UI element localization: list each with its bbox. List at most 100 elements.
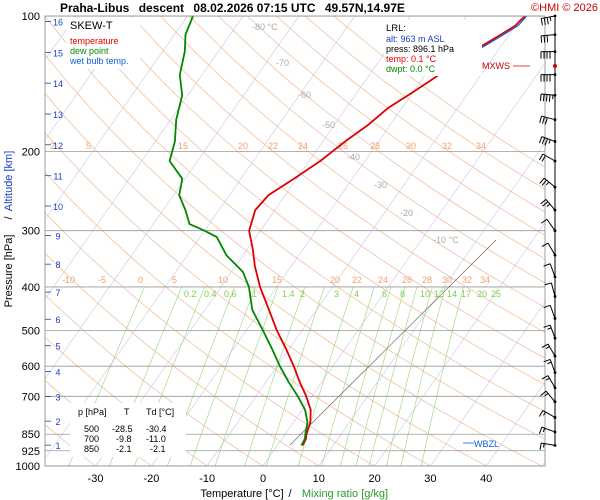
- wind-barb-dot: [553, 159, 557, 163]
- table-header-t: T: [124, 407, 130, 417]
- temperature-tick-label: 0: [260, 473, 266, 485]
- temperature-tick-label: 10: [313, 473, 325, 485]
- wind-barb-feather: [548, 94, 551, 102]
- mixing-ratio-label-400: 26: [402, 275, 412, 285]
- dry-adiabat: [160, 16, 545, 308]
- wind-barb-feather: [540, 18, 543, 26]
- isotherm: [318, 142, 545, 466]
- wind-barb-dot: [553, 140, 557, 143]
- wind-barb-dot: [553, 33, 557, 37]
- wind-barb-shaft: [546, 218, 556, 231]
- wind-barb-feather: [546, 35, 549, 43]
- isotherm: [45, 16, 300, 380]
- wind-barb-shaft: [542, 410, 556, 418]
- y-axis-title-altitude: Altitude [km]: [3, 151, 15, 212]
- wind-barb-shaft: [547, 343, 556, 357]
- mixing-ratio-label-green: 14: [447, 289, 457, 299]
- series-dew-point: [168, 16, 309, 446]
- legend-temperature: temperature: [70, 36, 119, 46]
- mixing-ratio-label-400: 0: [138, 275, 143, 285]
- wind-barb-feather: [543, 263, 551, 267]
- wind-barb-feather: [538, 136, 543, 144]
- mixing-ratio-label-green: 0.2: [184, 289, 197, 299]
- wind-barb-shaft: [547, 242, 556, 256]
- lrl-temp: temp: 0.1 °C: [386, 54, 437, 64]
- pressure-tick-label: 700: [22, 391, 40, 403]
- mixing-ratio-label-200: 15: [178, 141, 188, 151]
- legend-title: SKEW-T: [70, 20, 113, 32]
- temperature-tick-label: -30: [88, 473, 104, 485]
- mixing-ratio-label-green: 0.4: [204, 289, 217, 299]
- mixing-ratio-label-green: 0.6: [224, 289, 237, 299]
- mixing-ratio-label-400: -5: [98, 275, 106, 285]
- pressure-tick-label: 850: [22, 429, 40, 441]
- wind-barb-feather: [539, 177, 545, 184]
- y-axis-separator: /: [3, 216, 15, 220]
- wind-barb-feather: [541, 155, 546, 162]
- wind-barb-feather: [543, 358, 551, 363]
- table-row-700-t: -9.8: [116, 434, 132, 444]
- wind-barb-feather: [541, 242, 549, 247]
- wind-barb-feather: [543, 35, 546, 43]
- dry-adiabat: [45, 16, 545, 412]
- isotherm: [374, 221, 545, 466]
- altitude-tick-label: 5: [55, 342, 60, 352]
- direction: descent: [139, 1, 184, 15]
- wind-barb-feather: [544, 282, 552, 286]
- mixing-ratio-label-400: 34: [480, 275, 490, 285]
- lrl-dwpt: dwpt: 0.0 °C: [386, 64, 436, 74]
- mixing-ratio-label-400: 30: [442, 275, 452, 285]
- isotherm: [45, 16, 132, 141]
- pressure-tick-label: 200: [22, 146, 40, 158]
- wind-barb-dot: [553, 336, 557, 340]
- wind-barb-shaft: [549, 359, 556, 373]
- altitude-tick-label: 6: [55, 315, 60, 325]
- dry-adiabat: [102, 16, 545, 359]
- mixing-ratio-label-green: 3: [334, 289, 339, 299]
- plot-frame: [44, 15, 546, 467]
- pressure-tick-label: 925: [22, 446, 40, 458]
- copyright: ©HMI © 2026: [531, 2, 598, 14]
- mixing-ratio-label-green: 17: [461, 289, 471, 299]
- theta-label: -60: [298, 90, 311, 100]
- temperature-tick-label: 20: [368, 473, 380, 485]
- wind-barb-half-feather: [546, 203, 551, 207]
- mxws-label: MXWS: [482, 61, 510, 71]
- altitude-tick-label: 12: [53, 141, 63, 151]
- altitude-tick-label: 7: [55, 288, 60, 298]
- table-header-td: Td [°C]: [146, 407, 174, 417]
- wind-barb-feather: [544, 117, 548, 125]
- mixing-ratio-label-400: 5: [172, 275, 177, 285]
- altitude-tick-label: 1: [55, 441, 60, 451]
- wind-barb-feather: [542, 116, 545, 124]
- wind-barb-shaft: [543, 177, 556, 188]
- table-row-850-t: -2.1: [116, 444, 132, 454]
- table-row-700-td: -11.0: [146, 434, 166, 444]
- wind-barb-feather: [543, 304, 551, 309]
- mixing-ratio-label-200: 34: [476, 141, 486, 151]
- altitude-tick-label: 10: [53, 202, 63, 212]
- altitude-tick-label: 3: [55, 393, 60, 403]
- pressure-tick-label: 1000: [16, 461, 40, 473]
- wind-barb-half-feather: [543, 411, 546, 416]
- wind-barb-dot: [553, 208, 557, 212]
- wind-barb-feather: [538, 426, 543, 434]
- wind-barb-feather: [539, 93, 542, 102]
- wind-barb-feather: [545, 94, 548, 102]
- wind-barb-dot: [553, 118, 557, 122]
- wind-barb-dot: [553, 229, 557, 233]
- wind-barb-dot: [553, 275, 557, 279]
- altitude-tick-label: 15: [53, 48, 63, 58]
- x-axis-separator: /: [288, 488, 292, 500]
- wind-barb-feather: [541, 137, 546, 145]
- wind-barb-half-feather: [548, 139, 551, 144]
- isotherm: [262, 62, 545, 466]
- wind-barb-feather: [538, 153, 544, 161]
- wind-barb-dot: [553, 93, 557, 97]
- mixing-ratio-label-200: 30: [406, 141, 416, 151]
- y-axis-title: Pressure [hPa]: [3, 235, 15, 308]
- isotherm: [485, 381, 545, 466]
- wind-barb-half-feather: [544, 392, 549, 397]
- datetime: 08.02.2026 07:15 UTC: [193, 1, 315, 15]
- dry-adiabat: [217, 16, 545, 260]
